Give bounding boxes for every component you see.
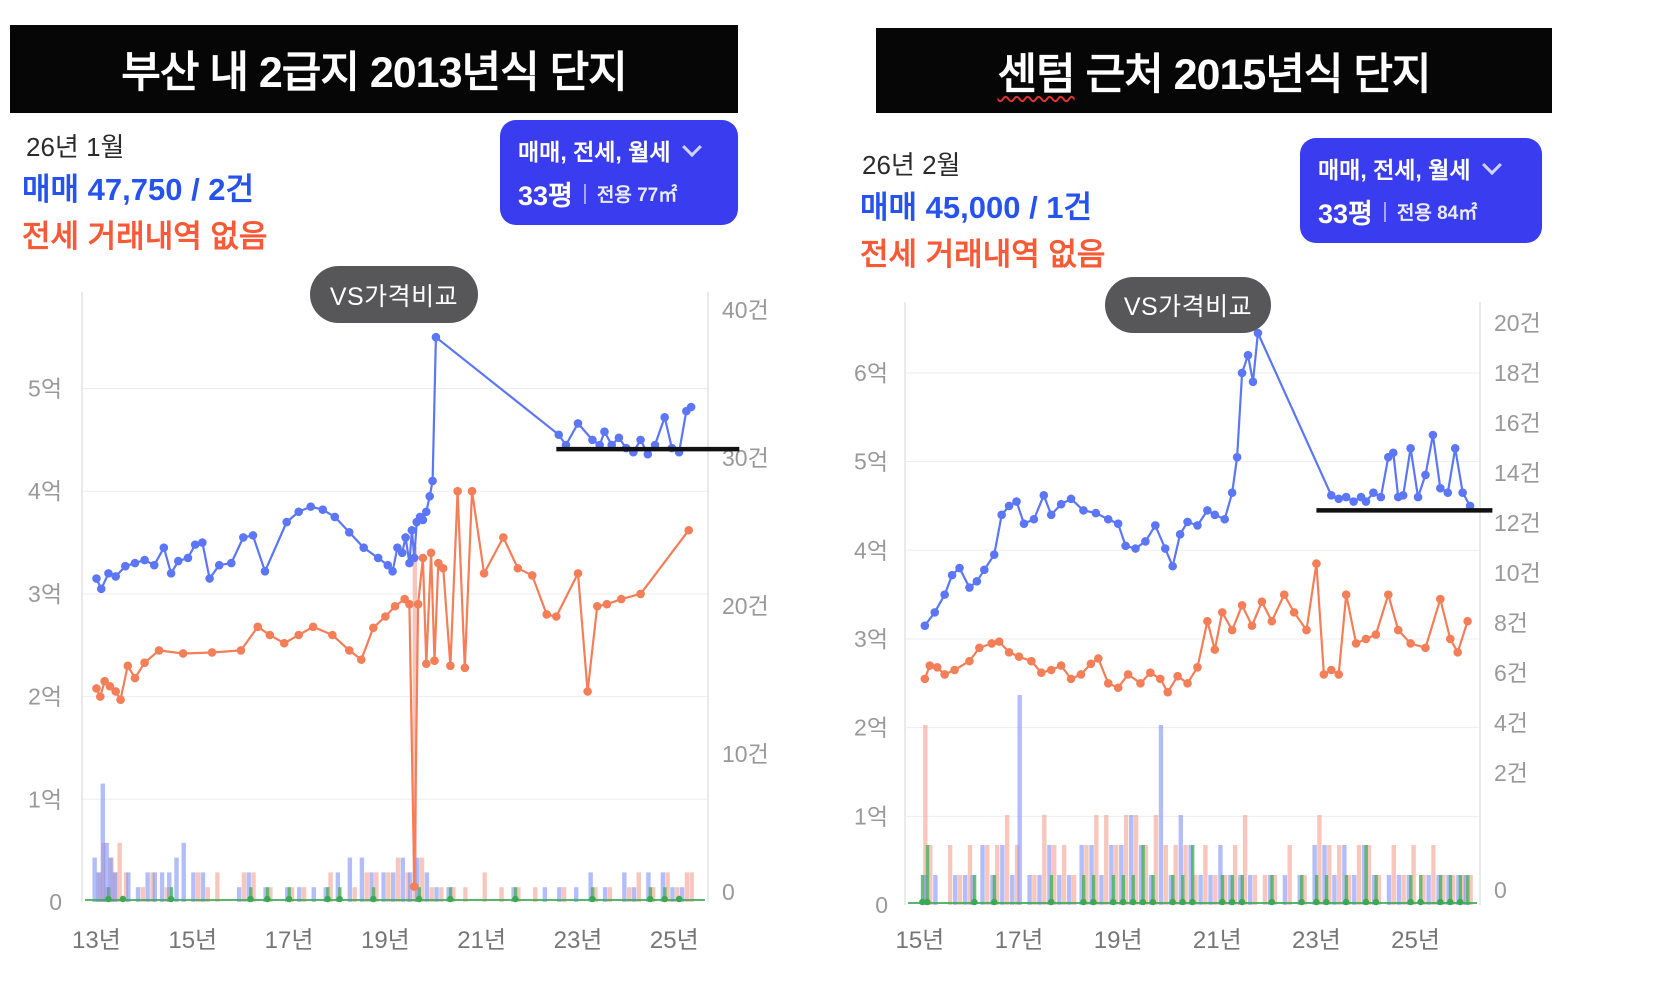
svg-text:4억: 4억 — [28, 478, 62, 504]
svg-text:5억: 5억 — [854, 449, 888, 475]
jeonse-summary: 전세 거래내역 없음 — [860, 237, 1106, 272]
series-jeonse-line — [92, 486, 694, 891]
svg-text:1억: 1억 — [854, 803, 888, 829]
svg-text:12건: 12건 — [1494, 510, 1541, 536]
svg-text:3억: 3억 — [854, 626, 888, 652]
x-axis-labels: 13년 15년 17년 19년 21년 23년 25년 — [72, 927, 699, 954]
svg-text:2억: 2억 — [854, 715, 888, 741]
svg-text:15년: 15년 — [895, 927, 944, 954]
filter-dropdown[interactable]: 매매, 전세, 월세 33평 전용 77㎡ — [500, 120, 738, 225]
svg-text:10건: 10건 — [1494, 560, 1541, 586]
series-sale-line — [920, 328, 1475, 630]
price-axis-labels: 5억 4억 3억 2억 1억 0 — [28, 376, 62, 915]
vs-price-compare-button[interactable]: VS가격비교 — [310, 266, 478, 323]
svg-text:4건: 4건 — [1494, 710, 1528, 736]
divider — [583, 183, 586, 204]
svg-text:25년: 25년 — [1391, 927, 1440, 954]
svg-text:25년: 25년 — [650, 927, 699, 954]
month-label: 26년 1월 — [26, 132, 125, 162]
jeonse-summary: 전세 거래내역 없음 — [22, 219, 268, 254]
svg-text:0: 0 — [722, 879, 735, 905]
filter-dropdown[interactable]: 매매, 전세, 월세 33평 전용 84㎡ — [1300, 138, 1542, 243]
svg-text:6억: 6억 — [854, 360, 888, 386]
svg-text:23년: 23년 — [554, 927, 603, 954]
volume-bars — [920, 695, 1473, 905]
series-monthly-line — [908, 898, 1477, 906]
chevron-down-icon — [681, 137, 702, 158]
chevron-down-icon — [1481, 155, 1502, 176]
svg-text:17년: 17년 — [265, 927, 314, 954]
svg-text:2억: 2억 — [28, 684, 62, 710]
svg-text:0: 0 — [875, 892, 888, 918]
vs-price-compare-button[interactable]: VS가격비교 — [1105, 277, 1271, 333]
svg-text:0: 0 — [49, 889, 62, 915]
svg-text:3억: 3억 — [28, 581, 62, 607]
pyeong-label: 33평 — [518, 181, 573, 211]
svg-text:10건: 10건 — [722, 741, 769, 767]
svg-text:8건: 8건 — [1494, 610, 1528, 636]
pyeong-label: 33평 — [1318, 199, 1373, 229]
trade-types-label: 매매, 전세, 월세 — [518, 139, 671, 165]
svg-text:14건: 14건 — [1494, 460, 1541, 486]
area-label: 전용 77㎡ — [596, 185, 678, 206]
svg-text:20건: 20건 — [722, 593, 769, 619]
svg-text:18건: 18건 — [1494, 360, 1541, 386]
svg-text:16건: 16건 — [1494, 410, 1541, 436]
svg-text:19년: 19년 — [361, 927, 410, 954]
sale-summary: 매매 47,750 / 2건 — [22, 172, 255, 207]
series-monthly-line — [85, 895, 705, 903]
svg-text:1억: 1억 — [28, 786, 62, 812]
x-axis-labels: 15년 17년 19년 21년 23년 25년 — [895, 927, 1439, 954]
svg-text:19년: 19년 — [1094, 927, 1143, 954]
svg-text:5억: 5억 — [28, 376, 62, 402]
series-sale-line — [92, 332, 696, 594]
volume-bars — [92, 546, 694, 902]
panel-header-busan: 부산 내 2급지 2013년식 단지 — [10, 25, 738, 113]
trade-types-label: 매매, 전세, 월세 — [1318, 157, 1471, 183]
svg-text:4억: 4억 — [854, 537, 888, 563]
price-axis-labels: 6억 5억 4억 3억 2억 1억 0 — [854, 360, 888, 918]
panel-title: 센텀 근처 2015년식 단지 — [997, 50, 1432, 99]
panel-title: 부산 내 2급지 2013년식 단지 — [121, 49, 627, 97]
svg-text:2건: 2건 — [1494, 760, 1528, 786]
area-label: 전용 84㎡ — [1396, 203, 1478, 224]
count-axis-labels: 20건 18건 16건 14건 12건 10건 8건 6건 4건 2건 0 — [1494, 310, 1541, 903]
svg-text:0: 0 — [1494, 877, 1507, 903]
sale-summary: 매매 45,000 / 1건 — [860, 190, 1093, 225]
svg-text:17년: 17년 — [995, 927, 1044, 954]
svg-text:6건: 6건 — [1494, 660, 1528, 686]
svg-text:21년: 21년 — [1193, 927, 1242, 954]
svg-text:13년: 13년 — [72, 927, 121, 954]
panel-header-centum: 센텀 근처 2015년식 단지 — [876, 28, 1552, 113]
gridlines — [904, 302, 1481, 905]
svg-text:15년: 15년 — [168, 927, 217, 954]
svg-text:20건: 20건 — [1494, 310, 1541, 336]
svg-text:23년: 23년 — [1292, 927, 1341, 954]
svg-text:40건: 40건 — [722, 297, 769, 323]
chart-centum[interactable]: 6억 5억 4억 3억 2억 1억 0 20건 18건 16건 14건 12건 10건 8건 6건 4건 2건 0… — [854, 302, 1541, 954]
month-label: 26년 2월 — [862, 150, 961, 180]
gridlines — [81, 292, 709, 902]
series-jeonse-line — [920, 559, 1472, 697]
divider — [1383, 201, 1386, 222]
svg-text:21년: 21년 — [457, 927, 506, 954]
